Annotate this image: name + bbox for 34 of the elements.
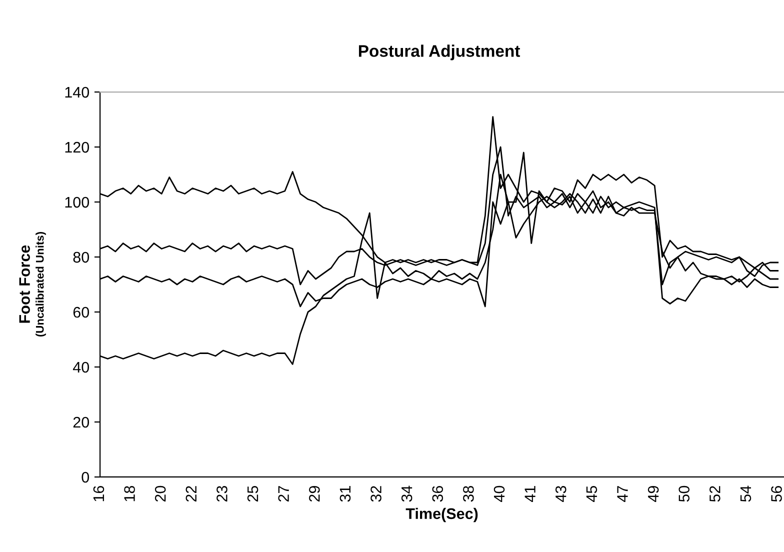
x-tick-label: 50	[678, 486, 690, 502]
x-tick-label: 52	[710, 486, 720, 502]
x-tick-label: 43	[555, 486, 566, 502]
x-tick-label: 36	[432, 486, 444, 502]
x-tick-label: 40	[494, 486, 505, 502]
y-tick-label: 0	[82, 472, 90, 483]
x-tick-label: 23	[216, 486, 228, 502]
y-tick-label: 140	[65, 86, 90, 98]
x-tick-label: 16	[93, 486, 104, 502]
y-tick-label: 60	[73, 306, 90, 318]
x-tick-label: 31	[340, 486, 351, 502]
x-tick-label: 56	[771, 486, 782, 502]
y-tick-label: 80	[73, 252, 90, 263]
x-tick-label: 29	[308, 486, 320, 502]
x-tick-label: 32	[370, 486, 382, 502]
x-axis-title: Time(Sec)	[406, 508, 478, 522]
x-tick-label: 49	[648, 486, 659, 502]
y-tick-label: 20	[73, 416, 90, 428]
x-tick-label: 38	[463, 486, 474, 502]
y-axis-title: Foot Force (Uncalibrated Units)	[19, 232, 46, 337]
y-tick-label: 120	[65, 142, 90, 153]
x-tick-label: 25	[247, 486, 258, 502]
x-tick-label: 27	[278, 486, 289, 502]
x-tick-label: 20	[154, 486, 166, 502]
x-tick-label: 41	[524, 486, 536, 502]
y-tick-label: 100	[65, 196, 90, 208]
x-tick-label: 22	[186, 486, 196, 502]
x-tick-label: 47	[617, 486, 628, 502]
x-tick-label: 54	[740, 486, 752, 502]
x-tick-label: 18	[124, 486, 135, 502]
x-tick-label: 45	[586, 486, 598, 502]
chart-title: Postural Adjustment	[358, 44, 520, 60]
y-tick-label: 40	[72, 362, 90, 373]
x-tick-label: 34	[401, 486, 412, 502]
